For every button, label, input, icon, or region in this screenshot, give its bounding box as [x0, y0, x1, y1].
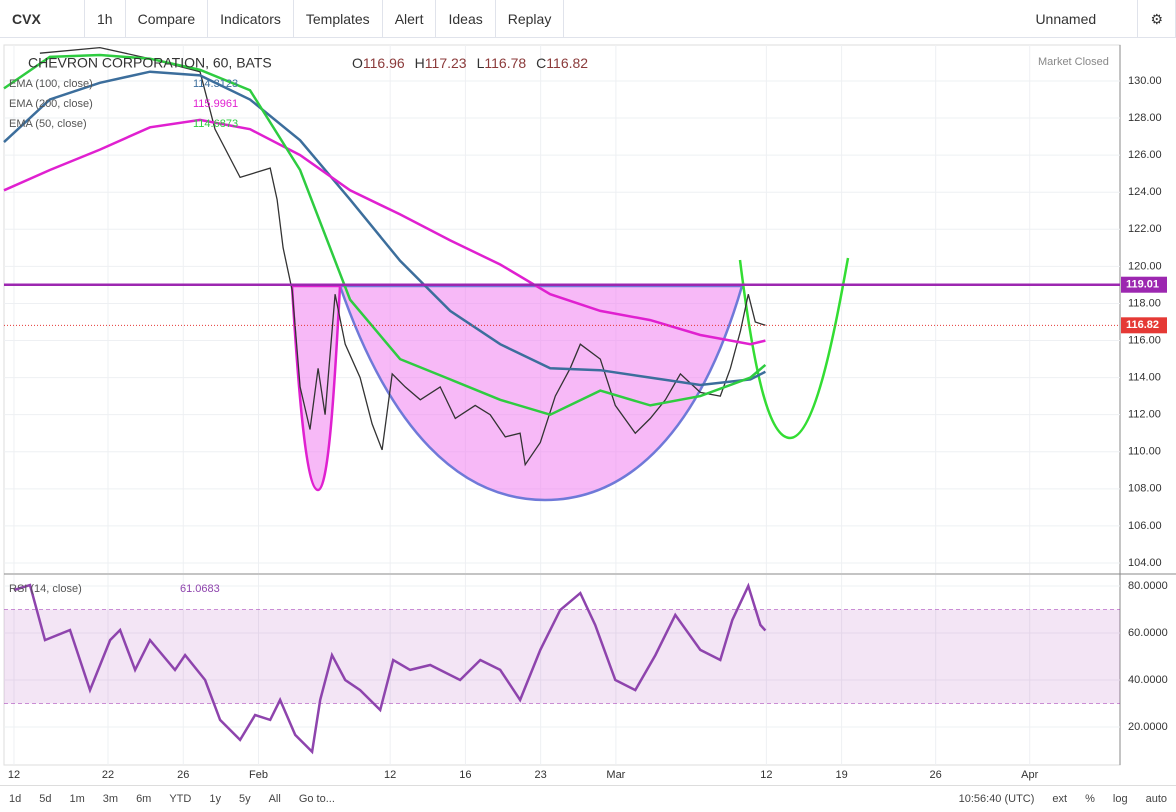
legend-name: EMA (200, close) — [9, 98, 93, 110]
x-tick-label: 23 — [535, 769, 547, 781]
range-button[interactable]: YTD — [169, 793, 192, 805]
ohlc-value: 116.82 — [546, 55, 588, 71]
y-tick-label: 120.00 — [1128, 260, 1162, 272]
x-tick-label: 12 — [760, 769, 772, 781]
range-button[interactable]: 1y — [209, 793, 221, 805]
x-tick-label: 19 — [835, 769, 847, 781]
y-tick-label: 80.0000 — [1128, 580, 1168, 592]
range-button[interactable]: 5y — [238, 793, 251, 805]
toggle-button[interactable]: log — [1112, 793, 1128, 805]
projection-curve — [738, 257, 850, 440]
legend-name: RSI (14, close) — [9, 583, 82, 595]
y-tick-label: 114.00 — [1128, 372, 1161, 384]
toggles: ext% log auto — [1043, 793, 1176, 805]
y-tick-label: 118.00 — [1128, 297, 1161, 309]
legend-value: 61.0683 — [180, 583, 220, 595]
toolbar: CVX 1h Compare Indicators Templates Alert Id… — [0, 0, 1176, 38]
ohlc-label: O — [352, 55, 363, 71]
clock: 10:56:40 (UTC) — [958, 793, 1035, 805]
market-status: Market Closed — [1038, 56, 1109, 68]
toolbar-button[interactable]: Compare — [126, 0, 209, 38]
y-tick-label: 104.00 — [1128, 557, 1162, 569]
legend-value: 114.6873 — [193, 118, 238, 130]
ohlc: O116.96 H117.23 L116.78 C116.82 — [352, 55, 588, 71]
x-tick-label: 26 — [177, 769, 189, 781]
x-tick-label: 22 — [102, 769, 114, 781]
y-tick-label: 106.00 — [1128, 520, 1162, 532]
ohlc-value: 116.78 — [484, 55, 526, 71]
y-tick-label: 126.00 — [1128, 149, 1162, 161]
series-line — [13, 582, 767, 755]
buttons: Compare Indicators Templates Alert Ideas Repl… — [126, 0, 565, 38]
price-tag-label: 116.82 — [1126, 319, 1159, 331]
pattern-drawing — [290, 257, 850, 502]
toggle-button[interactable]: auto — [1145, 793, 1167, 805]
y-tick-label: 130.00 — [1128, 75, 1162, 87]
cup-shape — [338, 284, 744, 502]
series-line — [39, 46, 766, 467]
toggle-button[interactable]: % — [1085, 793, 1095, 805]
x-tick-label: Mar — [606, 769, 625, 781]
toolbar-button[interactable]: Alert — [383, 0, 437, 38]
legend-entry: EMA (100, close) 114.3123 — [9, 78, 238, 90]
y-tick-label: 40.0000 — [1128, 674, 1168, 686]
legend: CHEVRON CORPORATION, 60, BATS O116.96 H11… — [9, 55, 1109, 595]
price-tag-label: 119.01 — [1126, 279, 1159, 291]
chart: 104.00 106.00 108.00 110.00 112.00 114.00 116.… — [3, 44, 1176, 781]
symbol[interactable]: CVX — [0, 0, 85, 38]
settings[interactable]: ⚙ — [1138, 0, 1176, 38]
legend-title: CHEVRON CORPORATION, 60, BATS — [28, 55, 272, 71]
y-tick-label: 60.0000 — [1128, 627, 1168, 639]
y-tick-label: 20.0000 — [1128, 721, 1168, 733]
x-tick-label: 16 — [459, 769, 471, 781]
legend-value: 114.3123 — [193, 78, 238, 90]
toolbar-button[interactable]: Templates — [294, 0, 383, 38]
range-button[interactable]: 1d — [9, 793, 22, 805]
series-line — [3, 118, 766, 346]
goto[interactable]: Go to... — [298, 793, 335, 805]
series-line — [3, 53, 767, 417]
ohlc-label: L — [477, 55, 485, 71]
x-tick-label: Feb — [249, 769, 268, 781]
ohlc-label: H — [415, 55, 425, 71]
y-tick-label: 108.00 — [1128, 483, 1162, 495]
price-tag — [1121, 317, 1167, 334]
ohlc-label: C — [536, 55, 546, 71]
legend-name: EMA (100, close) — [9, 78, 93, 90]
layout-name[interactable]: Unnamed — [1023, 0, 1139, 38]
y-tick-label: 128.00 — [1128, 112, 1162, 124]
ranges: 1d 5d 1m 3m 6m YTD 1y 5y All — [0, 793, 290, 805]
y-tick-label: 112.00 — [1128, 409, 1161, 421]
range-button[interactable]: 5d — [39, 793, 52, 805]
x-tick-label: 12 — [8, 769, 20, 781]
range-button[interactable]: 6m — [136, 793, 152, 805]
x-tick-label: Apr — [1021, 769, 1038, 781]
series-line — [3, 70, 766, 387]
legend-entry: EMA (200, close) 115.9961 — [9, 98, 238, 110]
y-tick-label: 116.00 — [1128, 334, 1161, 346]
x-tick-label: 12 — [384, 769, 396, 781]
price-tag — [1121, 276, 1167, 293]
rsi-band — [4, 609, 1120, 704]
range-button[interactable]: 3m — [102, 793, 119, 805]
interval[interactable]: 1h — [85, 0, 126, 38]
ohlc-value: 117.23 — [425, 55, 467, 71]
ohlc-value: 116.96 — [363, 55, 405, 71]
y-tick-label: 122.00 — [1128, 223, 1162, 235]
toolbar-button[interactable]: Ideas — [436, 0, 496, 38]
bottom-bar: 1d 5d 1m 3m 6m YTD 1y 5y All Go to... 10:56:40 (… — [0, 785, 1176, 812]
toolbar-button[interactable]: Indicators — [208, 0, 294, 38]
legend-entry: EMA (50, close) 114.6873 — [9, 118, 238, 130]
range-button[interactable]: 1m — [69, 793, 85, 805]
legend-value: 115.9961 — [193, 98, 238, 110]
range-button[interactable]: All — [268, 793, 281, 805]
toggle-button[interactable]: ext — [1052, 793, 1068, 805]
y-tick-label: 110.00 — [1128, 446, 1161, 458]
legend-entry: RSI (14, close) 61.0683 — [9, 583, 220, 595]
y-tick-label: 124.00 — [1128, 186, 1162, 198]
toolbar-button[interactable]: Replay — [496, 0, 565, 38]
legend-name: EMA (50, close) — [9, 118, 87, 130]
x-tick-label: 26 — [930, 769, 942, 781]
